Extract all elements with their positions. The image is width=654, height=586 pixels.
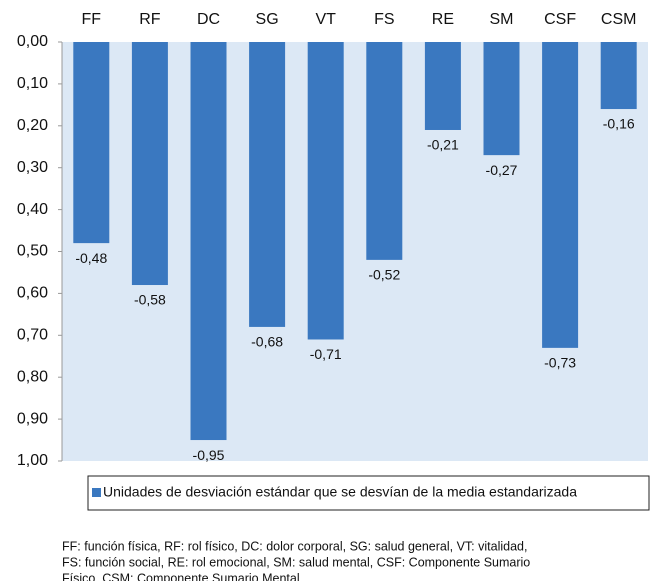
x-tick-label: FF xyxy=(82,11,102,28)
bar xyxy=(483,42,520,156)
x-tick-label: RE xyxy=(432,11,454,28)
value-label: -0,73 xyxy=(544,355,576,371)
value-label: -0,16 xyxy=(603,116,635,132)
y-tick-label: 0,00 xyxy=(17,33,48,50)
bar xyxy=(249,42,286,327)
y-tick-label: 0,30 xyxy=(17,159,48,176)
bar xyxy=(600,42,637,110)
x-tick-label: RF xyxy=(139,11,161,28)
bar xyxy=(307,42,344,340)
value-label: -0,68 xyxy=(251,334,283,350)
x-tick-label: CSM xyxy=(601,11,637,28)
value-label: -0,71 xyxy=(310,346,342,362)
x-tick-label: VT xyxy=(315,11,336,28)
value-label: -0,58 xyxy=(134,292,166,308)
footnote: FS: función social, RE: rol emocional, S… xyxy=(62,555,530,569)
legend-label: Unidades de desviación estándar que se d… xyxy=(103,484,577,500)
y-tick-label: 0,90 xyxy=(17,410,48,427)
value-label: -0,95 xyxy=(193,447,225,463)
footnote: FF: función física, RF: rol físico, DC: … xyxy=(62,539,527,553)
y-tick-label: 0,80 xyxy=(17,368,48,385)
y-tick-label: 0,40 xyxy=(17,201,48,218)
legend-box xyxy=(87,475,650,511)
x-tick-label: FS xyxy=(374,11,394,28)
x-tick-label: SM xyxy=(490,11,514,28)
y-tick-label: 0,20 xyxy=(17,117,48,134)
legend-swatch xyxy=(92,488,101,497)
y-tick-label: 0,10 xyxy=(17,75,48,92)
bar xyxy=(542,42,579,348)
bar xyxy=(131,42,168,286)
y-tick-label: 1,00 xyxy=(17,452,48,469)
value-label: -0,52 xyxy=(368,267,400,283)
x-tick-label: SG xyxy=(256,11,279,28)
y-tick-label: 0,60 xyxy=(17,285,48,302)
bar xyxy=(424,42,461,130)
bar xyxy=(366,42,403,260)
y-tick-label: 0,70 xyxy=(17,327,48,344)
footnote: Físico, CSM: Componente Sumario Mental. xyxy=(62,571,303,581)
value-label: -0,21 xyxy=(427,137,459,153)
value-label: -0,27 xyxy=(486,162,518,178)
bar xyxy=(73,42,110,244)
y-tick-label: 0,50 xyxy=(17,243,48,260)
value-label: -0,48 xyxy=(75,250,107,266)
bar xyxy=(190,42,227,441)
x-tick-label: CSF xyxy=(544,11,576,28)
x-tick-label: DC xyxy=(197,11,220,28)
